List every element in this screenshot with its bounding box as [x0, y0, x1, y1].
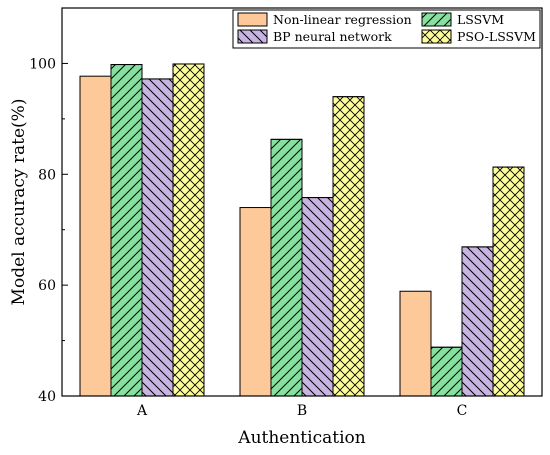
bar-hatch-lssvm-a — [110, 64, 143, 397]
bar-non-linear-regression-b — [239, 207, 272, 397]
bar-hatch-pso-lssvm-a — [172, 63, 205, 397]
legend-label-non-linear-regression: Non-linear regression — [273, 12, 412, 27]
bar-hatch-bp-neural-network-c — [461, 246, 494, 397]
legend-label-lssvm: LSSVM — [457, 12, 504, 27]
y-tick-label: 100 — [29, 56, 56, 72]
legend-label-bp-neural-network: BP neural network — [273, 29, 392, 44]
bar-hatch-lssvm-b — [270, 138, 303, 397]
bar-hatch-bp-neural-network-b — [301, 197, 334, 397]
legend-frame — [232, 9, 541, 49]
x-tick-label: B — [297, 403, 307, 419]
bars-group — [79, 63, 525, 397]
bar-non-linear-regression-c — [399, 290, 432, 397]
x-tick-label: A — [136, 403, 148, 419]
legend-swatch-hatch-bp-neural-network — [237, 29, 268, 44]
bar-non-linear-regression-a — [79, 75, 112, 397]
legend-label-pso-lssvm: PSO-LSSVM — [457, 29, 536, 44]
y-axis-title: Model accuracy rate(%) — [9, 99, 29, 306]
bar-hatch-pso-lssvm-c — [492, 166, 525, 397]
y-tick-label: 60 — [38, 278, 56, 294]
legend-swatch-hatch-lssvm — [421, 12, 452, 27]
x-tick-label: C — [457, 403, 468, 419]
legend-swatch-non-linear-regression — [237, 12, 268, 27]
x-axis-title: Authentication — [237, 428, 365, 448]
x-axis: A B C — [136, 390, 467, 419]
bar-hatch-lssvm-c — [430, 346, 463, 397]
y-tick-label: 40 — [38, 389, 56, 405]
bar-hatch-bp-neural-network-a — [141, 78, 174, 397]
y-tick-label: 80 — [38, 167, 56, 183]
legend: Non-linear regression BP neural network LS… — [232, 9, 541, 49]
legend-swatch-hatch-pso-lssvm — [421, 29, 452, 44]
y-axis: 40 60 80 100 — [29, 56, 68, 405]
bar-hatch-pso-lssvm-b — [332, 96, 365, 397]
